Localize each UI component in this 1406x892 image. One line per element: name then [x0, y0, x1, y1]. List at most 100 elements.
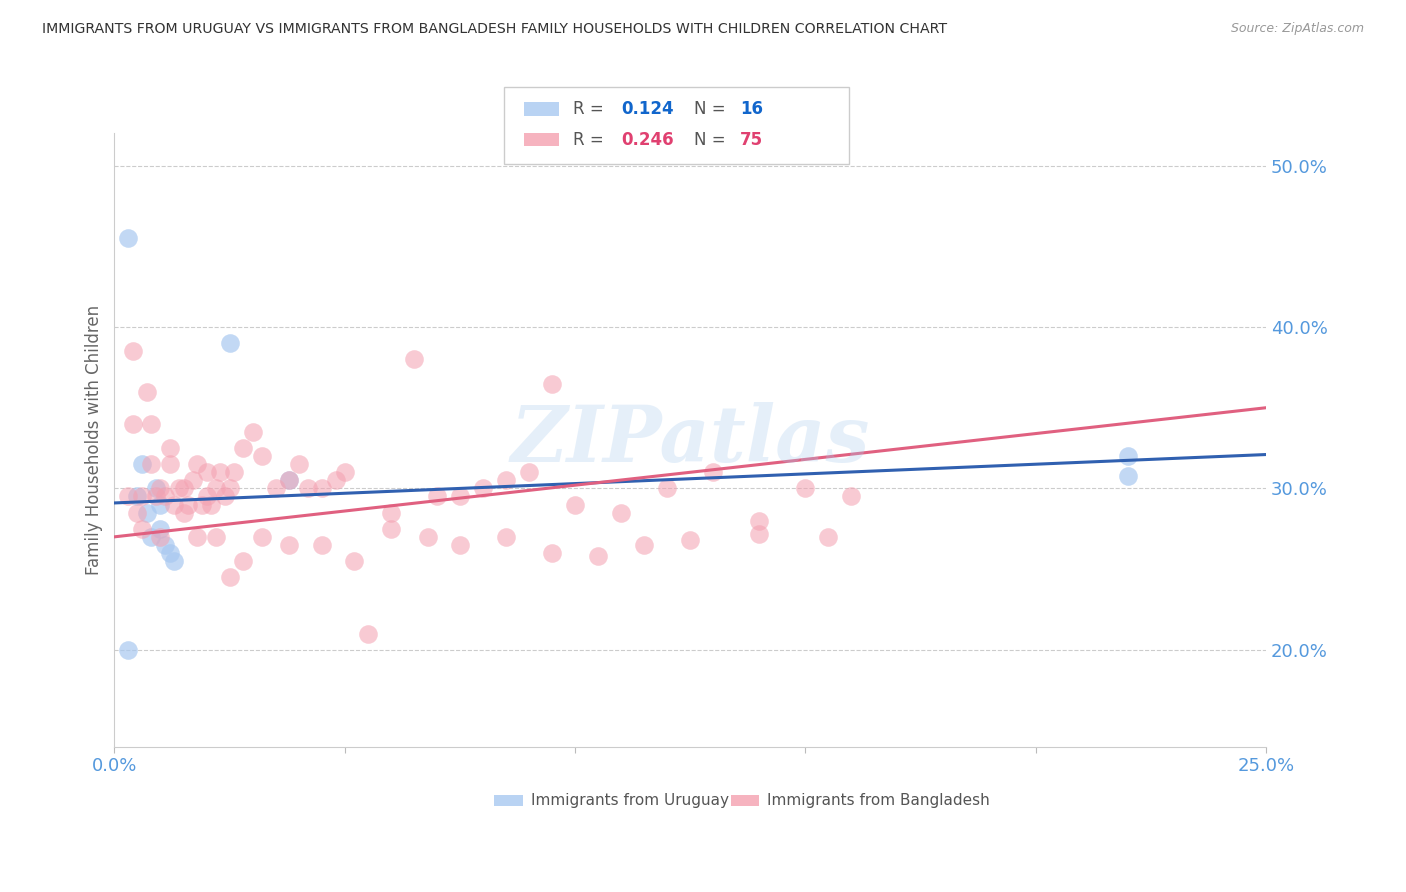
Point	[218, 482, 240, 496]
Point	[159, 457, 181, 471]
Point	[131, 522, 153, 536]
Point	[127, 490, 149, 504]
Point	[541, 376, 564, 391]
Text: N =: N =	[693, 130, 731, 149]
Point	[278, 474, 301, 488]
Point	[149, 530, 172, 544]
Bar	[731, 795, 759, 806]
Point	[242, 425, 264, 439]
Point	[311, 538, 333, 552]
Point	[131, 457, 153, 471]
Point	[177, 498, 200, 512]
Point	[224, 465, 246, 479]
Point	[163, 498, 186, 512]
Point	[200, 498, 222, 512]
Text: 0.124: 0.124	[621, 100, 673, 118]
Point	[149, 498, 172, 512]
Y-axis label: Family Households with Children: Family Households with Children	[86, 305, 103, 575]
Point	[149, 522, 172, 536]
Point	[117, 642, 139, 657]
Point	[278, 474, 301, 488]
Point	[250, 530, 273, 544]
Point	[195, 465, 218, 479]
Text: Immigrants from Bangladesh: Immigrants from Bangladesh	[768, 793, 990, 808]
Point	[586, 549, 609, 564]
Point	[1116, 449, 1139, 463]
Point	[159, 441, 181, 455]
Point	[610, 506, 633, 520]
Bar	[503, 87, 849, 164]
Text: R =: R =	[572, 130, 609, 149]
Point	[748, 514, 770, 528]
Point	[343, 554, 366, 568]
Point	[702, 465, 724, 479]
Point	[297, 482, 319, 496]
Point	[264, 482, 287, 496]
Point	[181, 474, 204, 488]
Point	[117, 231, 139, 245]
Point	[333, 465, 356, 479]
Point	[517, 465, 540, 479]
Point	[471, 482, 494, 496]
Bar	[495, 795, 523, 806]
Bar	[524, 133, 560, 146]
Point	[209, 465, 232, 479]
Point	[495, 474, 517, 488]
Point	[186, 530, 208, 544]
Point	[426, 490, 449, 504]
Point	[380, 522, 402, 536]
Point	[121, 344, 143, 359]
Text: IMMIGRANTS FROM URUGUAY VS IMMIGRANTS FROM BANGLADESH FAMILY HOUSEHOLDS WITH CHI: IMMIGRANTS FROM URUGUAY VS IMMIGRANTS FR…	[42, 22, 948, 37]
Point	[131, 490, 153, 504]
Point	[657, 482, 679, 496]
Point	[149, 482, 172, 496]
Point	[135, 506, 157, 520]
Point	[232, 554, 254, 568]
Text: ZIPatlas: ZIPatlas	[510, 401, 870, 478]
Point	[204, 482, 226, 496]
Point	[167, 482, 190, 496]
Point	[145, 482, 167, 496]
Text: R =: R =	[572, 100, 609, 118]
Point	[186, 457, 208, 471]
Point	[449, 538, 471, 552]
Point	[218, 570, 240, 584]
Point	[135, 384, 157, 399]
Point	[679, 533, 702, 547]
Point	[564, 498, 586, 512]
Point	[817, 530, 839, 544]
Point	[357, 626, 380, 640]
Point	[163, 554, 186, 568]
Point	[141, 530, 163, 544]
Bar	[524, 103, 560, 116]
Text: 0.246: 0.246	[621, 130, 673, 149]
Point	[141, 457, 163, 471]
Point	[191, 498, 214, 512]
Point	[748, 526, 770, 541]
Point	[173, 506, 195, 520]
Point	[402, 352, 425, 367]
Point	[195, 490, 218, 504]
Point	[449, 490, 471, 504]
Point	[311, 482, 333, 496]
Text: Source: ZipAtlas.com: Source: ZipAtlas.com	[1230, 22, 1364, 36]
Text: Immigrants from Uruguay: Immigrants from Uruguay	[531, 793, 730, 808]
Point	[232, 441, 254, 455]
Text: N =: N =	[693, 100, 731, 118]
Point	[495, 530, 517, 544]
Point	[278, 538, 301, 552]
Text: 16: 16	[740, 100, 762, 118]
Point	[1116, 468, 1139, 483]
Point	[250, 449, 273, 463]
Point	[218, 336, 240, 351]
Point	[380, 506, 402, 520]
Point	[153, 490, 176, 504]
Point	[141, 417, 163, 431]
Point	[287, 457, 309, 471]
Point	[633, 538, 655, 552]
Point	[325, 474, 347, 488]
Point	[204, 530, 226, 544]
Point	[117, 490, 139, 504]
Point	[173, 482, 195, 496]
Point	[841, 490, 863, 504]
